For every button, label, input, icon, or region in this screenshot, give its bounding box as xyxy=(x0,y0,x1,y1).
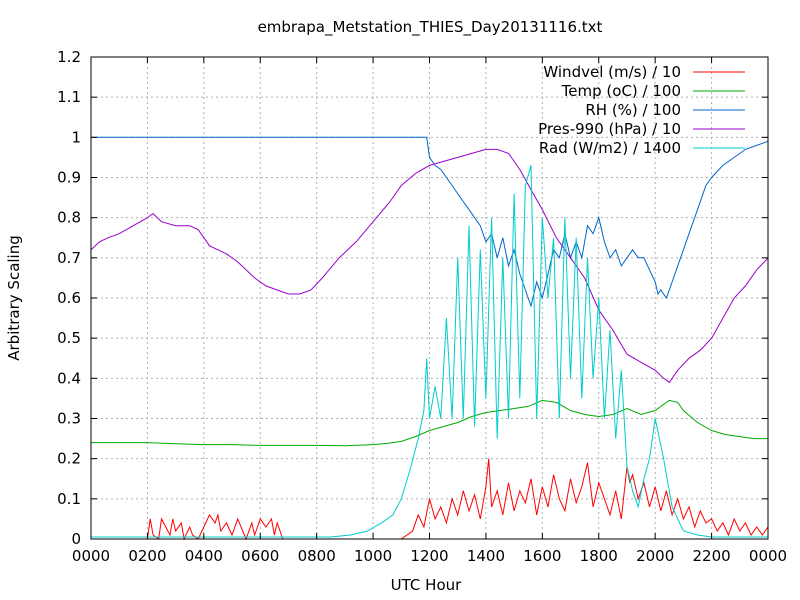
legend-label: RH (%) / 100 xyxy=(585,101,681,119)
y-tick-label: 1.1 xyxy=(57,88,81,106)
legend-label: Rad (W/m2) / 1400 xyxy=(539,139,681,157)
x-tick-label: 1400 xyxy=(467,547,505,565)
axis-ticks xyxy=(90,56,769,540)
y-tick-label: 0.2 xyxy=(57,450,81,468)
x-tick-label: 1000 xyxy=(354,547,392,565)
y-tick-label: 1.2 xyxy=(57,48,81,66)
y-tick-label: 0.5 xyxy=(57,329,81,347)
y-tick-label: 0.3 xyxy=(57,410,81,428)
y-tick-label: 0.1 xyxy=(57,490,81,508)
y-tick-label: 0.4 xyxy=(57,369,81,387)
series-layer xyxy=(90,136,769,541)
chart-title: embrapa_Metstation_THIES_Day20131116.txt xyxy=(258,18,603,37)
y-tick-label: 0.7 xyxy=(57,249,81,267)
x-tick-label: 0400 xyxy=(185,547,223,565)
x-tick-label: 1800 xyxy=(580,547,618,565)
x-tick-label: 0600 xyxy=(241,547,279,565)
legend-label: Pres-990 (hPa) / 10 xyxy=(538,120,681,138)
x-tick-label: 2000 xyxy=(636,547,674,565)
x-tick-label: 2200 xyxy=(692,547,730,565)
x-tick-label: 1200 xyxy=(410,547,448,565)
series-line-1 xyxy=(91,458,769,541)
series-line-2 xyxy=(91,399,768,447)
y-tick-label: 1 xyxy=(71,128,81,146)
legend-label: Windvel (m/s) / 10 xyxy=(543,63,681,81)
x-tick-label: 1600 xyxy=(523,547,561,565)
y-tick-labels: 0 0.1 0.2 0.3 0.4 0.5 0.6 0.7 0.8 0.9 1 1.1 1.2 xyxy=(57,48,81,548)
x-tick-label: 0000 xyxy=(72,547,110,565)
x-axis-label: UTC Hour xyxy=(391,576,462,594)
y-tick-label: 0.9 xyxy=(57,169,81,187)
y-axis-label: Arbitrary Scaling xyxy=(5,235,23,361)
x-tick-label: 0800 xyxy=(298,547,336,565)
series-line-4 xyxy=(90,148,769,384)
series-line-3 xyxy=(91,136,769,308)
legend-label: Temp (oC) / 100 xyxy=(561,82,681,100)
y-tick-label: 0.6 xyxy=(57,289,81,307)
x-tick-labels: 0000 0200 0400 0600 0800 1000 1200 1400 1600 1800… xyxy=(72,547,787,565)
y-tick-label: 0.8 xyxy=(57,209,81,227)
x-tick-label: 0200 xyxy=(128,547,166,565)
series-line-5 xyxy=(91,165,768,538)
x-tick-label: 0000 xyxy=(749,547,787,565)
y-tick-label: 0 xyxy=(71,530,81,548)
